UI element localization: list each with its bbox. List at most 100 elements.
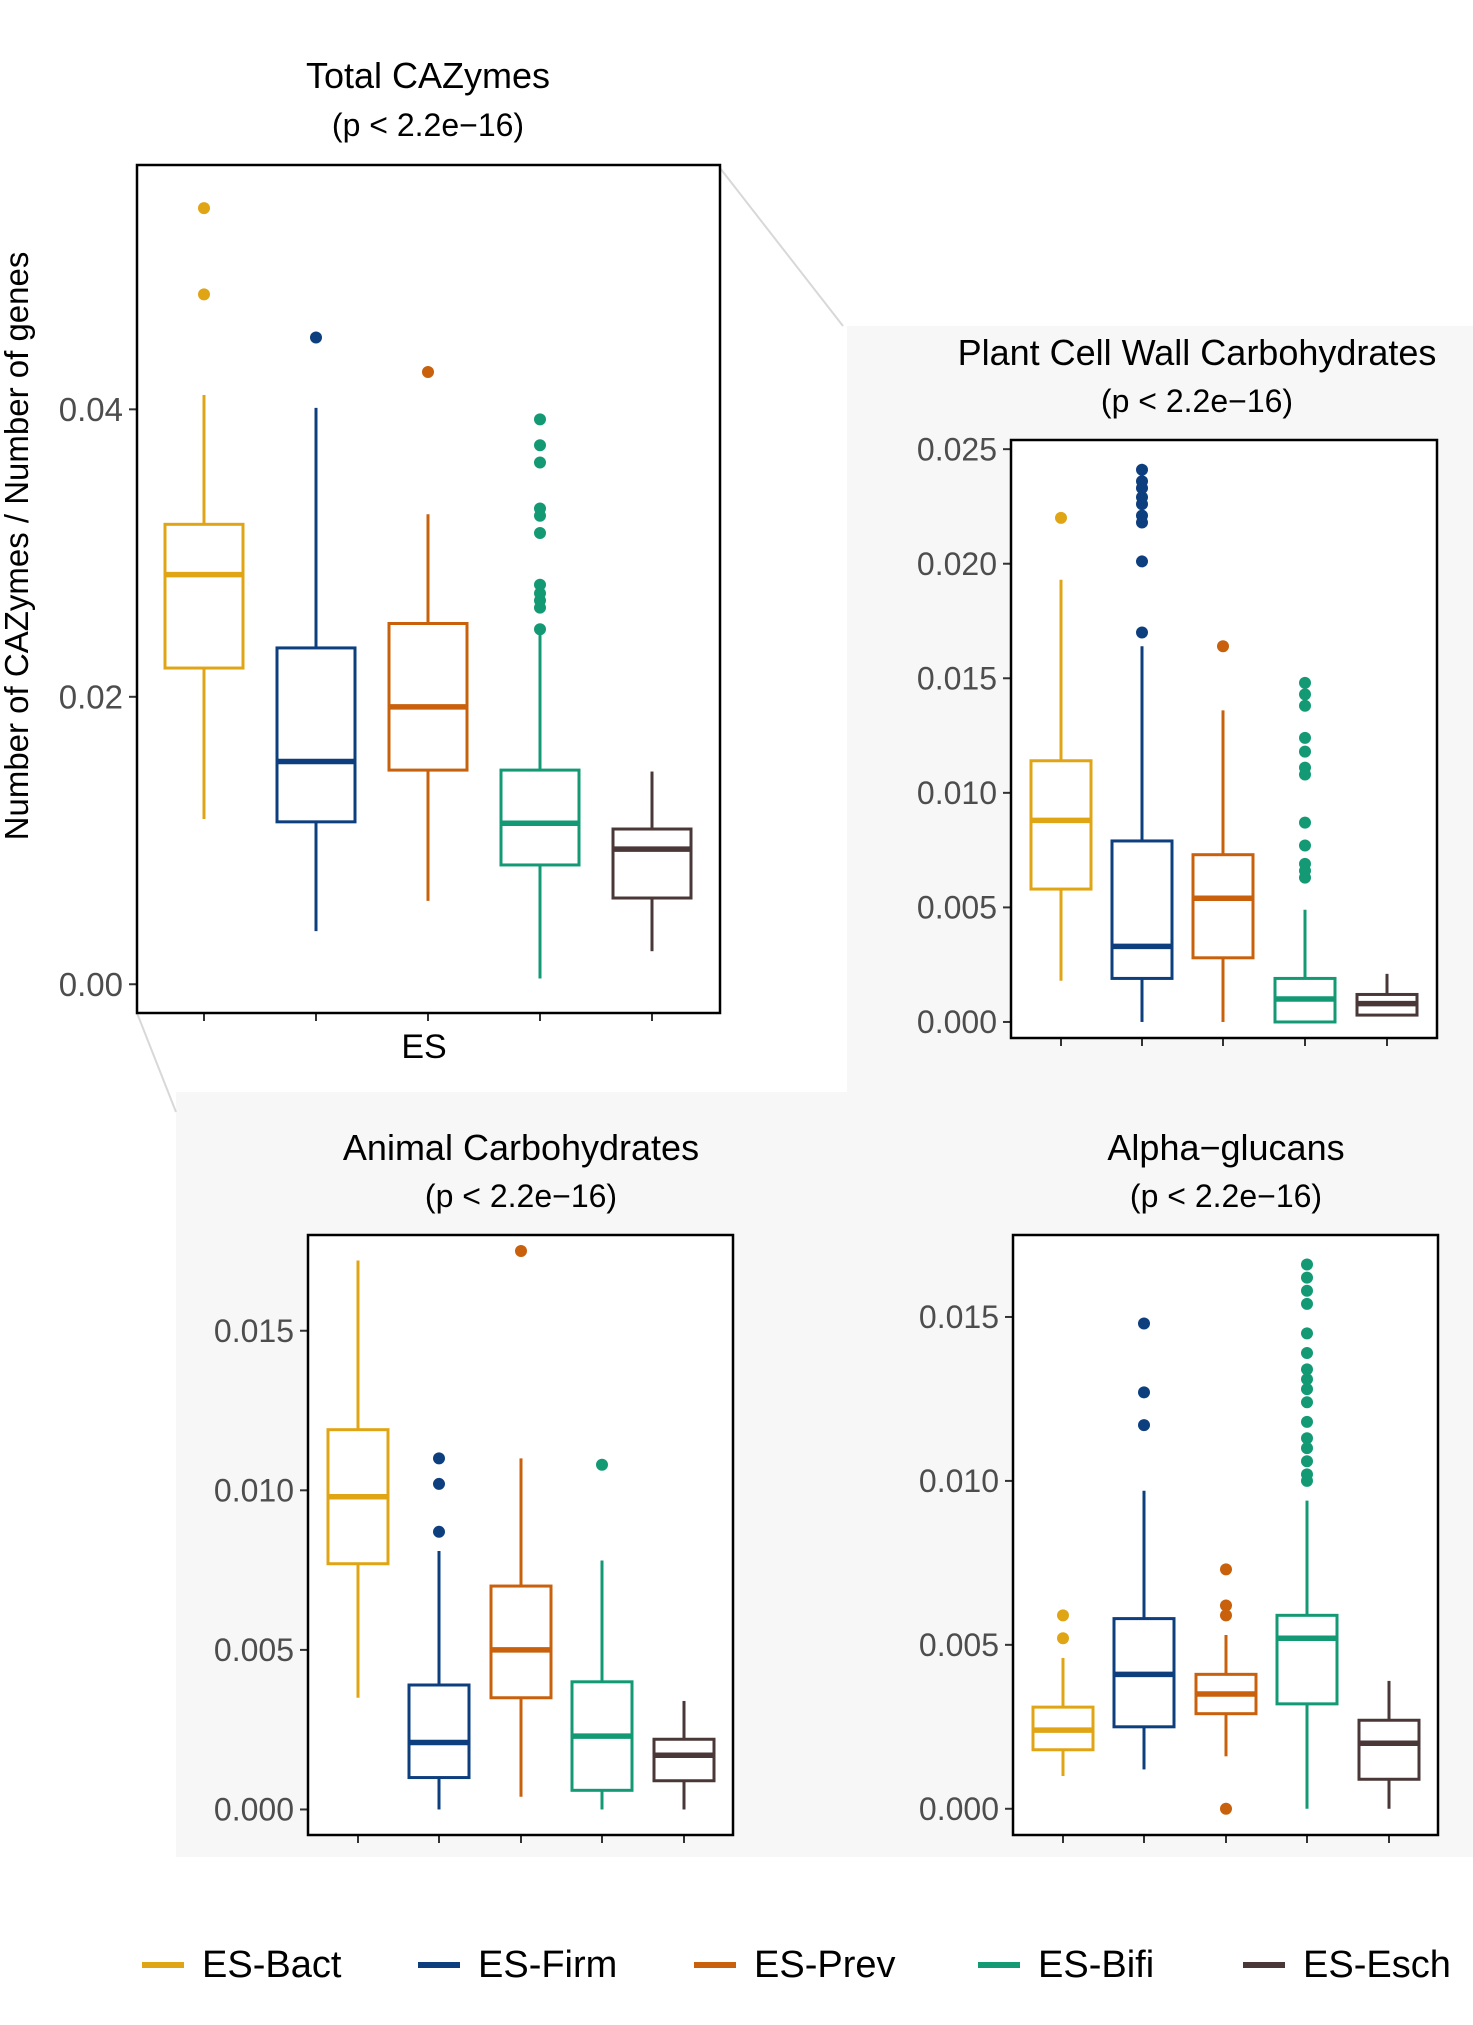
outlier-point	[1301, 1442, 1313, 1455]
box-es-firm	[275, 331, 357, 932]
outlier-point	[534, 587, 546, 600]
outlier-point	[534, 526, 546, 539]
panel-total-subtitle: (p < 2.2e−16)	[332, 107, 524, 143]
outlier-point	[1299, 857, 1311, 870]
legend-label: ES-Prev	[754, 1944, 895, 1986]
y-tick-label: 0.015	[919, 1299, 999, 1335]
outlier-point	[1301, 1363, 1313, 1376]
legend-item-es-esch: ES-Esch	[1243, 1944, 1451, 1986]
outlier-point	[1136, 491, 1148, 504]
iqr-box	[1029, 759, 1093, 891]
panel-total-ylabel: Number of CAZymes / Number of genes	[0, 252, 35, 841]
iqr-box	[1110, 839, 1174, 980]
outlier-point	[534, 439, 546, 452]
iqr-box	[611, 827, 693, 900]
outlier-point	[1301, 1373, 1313, 1386]
legend-label: ES-Bact	[202, 1944, 342, 1986]
outlier-point	[1301, 1258, 1313, 1271]
box-es-prev	[387, 365, 469, 901]
outlier-point	[1220, 1599, 1232, 1612]
outlier-point	[1220, 1609, 1232, 1622]
iqr-box	[1191, 853, 1255, 960]
panel-animal-plot: 0.000 0.005 0.010 0.015	[214, 1233, 735, 1843]
box-es-esch	[652, 1700, 716, 1810]
box-es-bifi	[499, 413, 581, 979]
y-tick-label: 0.00	[59, 966, 123, 1003]
y-tick-label: 0.005	[919, 1627, 999, 1663]
outlier-point	[1299, 761, 1311, 774]
y-tick-label: 0.015	[917, 660, 997, 696]
panel-animal: Animal Carbohydrates (p < 2.2e−16) 0.000…	[214, 1127, 735, 1843]
box-es-bifi	[1275, 1258, 1339, 1809]
box-es-bifi	[1273, 676, 1337, 1024]
panel-animal-subtitle: (p < 2.2e−16)	[425, 1178, 617, 1214]
box-es-bifi	[570, 1458, 634, 1810]
panel-animal-title: Animal Carbohydrates	[343, 1127, 699, 1168]
panel-total-plot: 0.00 0.02 0.04	[59, 163, 722, 1021]
y-tick-label: 0.02	[59, 678, 123, 715]
box-es-firm	[1112, 1317, 1176, 1770]
y-tick-label: 0.000	[919, 1791, 999, 1827]
panel-alpha-plot: 0.000 0.005 0.010 0.015	[919, 1233, 1440, 1843]
box-es-bact	[326, 1260, 390, 1698]
panel-plant-subtitle: (p < 2.2e−16)	[1101, 383, 1293, 419]
y-tick-label: 0.005	[917, 890, 997, 926]
box-es-firm	[1110, 463, 1174, 1022]
iqr-box	[499, 768, 581, 867]
outlier-point	[534, 578, 546, 591]
y-tick-label: 0.020	[917, 546, 997, 582]
outlier-point	[1301, 1432, 1313, 1445]
plot-frame	[306, 1233, 735, 1837]
plot-frame	[1009, 438, 1439, 1040]
box-es-prev	[489, 1244, 553, 1797]
outlier-point	[1299, 731, 1311, 744]
outlier-point	[1299, 839, 1311, 852]
outlier-point	[433, 1452, 445, 1465]
box-es-firm	[407, 1452, 471, 1810]
zoom-connector-bottom	[136, 1012, 177, 1113]
panel-total-xlabel: ES	[401, 1028, 446, 1066]
y-tick-label: 0.000	[214, 1792, 294, 1828]
plot-frame	[135, 163, 722, 1015]
outlier-point	[1301, 1396, 1313, 1409]
outlier-point	[1301, 1468, 1313, 1481]
outlier-point	[1301, 1383, 1313, 1396]
outlier-point	[1136, 463, 1148, 476]
outlier-point	[1136, 626, 1148, 639]
legend-item-es-bact: ES-Bact	[142, 1944, 342, 1986]
outlier-point	[1055, 511, 1067, 524]
outlier-point	[596, 1458, 608, 1471]
outlier-point	[198, 288, 210, 301]
panel-alpha: Alpha−glucans (p < 2.2e−16) 0.0000.0050.…	[919, 1127, 1440, 1843]
iqr-box	[489, 1584, 553, 1700]
box-es-prev	[1194, 1563, 1258, 1815]
outlier-point	[1057, 1632, 1069, 1645]
box-es-esch	[1357, 1680, 1421, 1809]
panel-alpha-title: Alpha−glucans	[1107, 1127, 1344, 1168]
outlier-point	[1301, 1271, 1313, 1284]
box-es-esch	[1355, 973, 1419, 1017]
outlier-point	[1057, 1609, 1069, 1622]
outlier-point	[1220, 1563, 1232, 1576]
panel-total-title: Total CAZymes	[306, 55, 550, 96]
outlier-point	[422, 365, 434, 378]
legend-item-es-firm: ES-Firm	[418, 1944, 617, 1986]
iqr-box	[163, 522, 245, 670]
box-es-bact	[1031, 1609, 1095, 1776]
outlier-point	[1299, 676, 1311, 689]
outlier-point	[1301, 1297, 1313, 1310]
box-es-prev	[1191, 640, 1255, 1022]
outlier-point	[1301, 1455, 1313, 1468]
outlier-point	[1138, 1317, 1150, 1330]
plot-frame	[1011, 1233, 1440, 1837]
outlier-point	[1299, 745, 1311, 758]
outlier-point	[198, 202, 210, 215]
legend-label: ES-Esch	[1303, 1944, 1451, 1986]
outlier-point	[1136, 555, 1148, 568]
legend-item-es-bifi: ES-Bifi	[978, 1944, 1154, 1986]
iqr-box	[1275, 1613, 1339, 1706]
outlier-point	[1138, 1419, 1150, 1432]
iqr-box	[1357, 1718, 1421, 1781]
outlier-point	[1136, 509, 1148, 522]
